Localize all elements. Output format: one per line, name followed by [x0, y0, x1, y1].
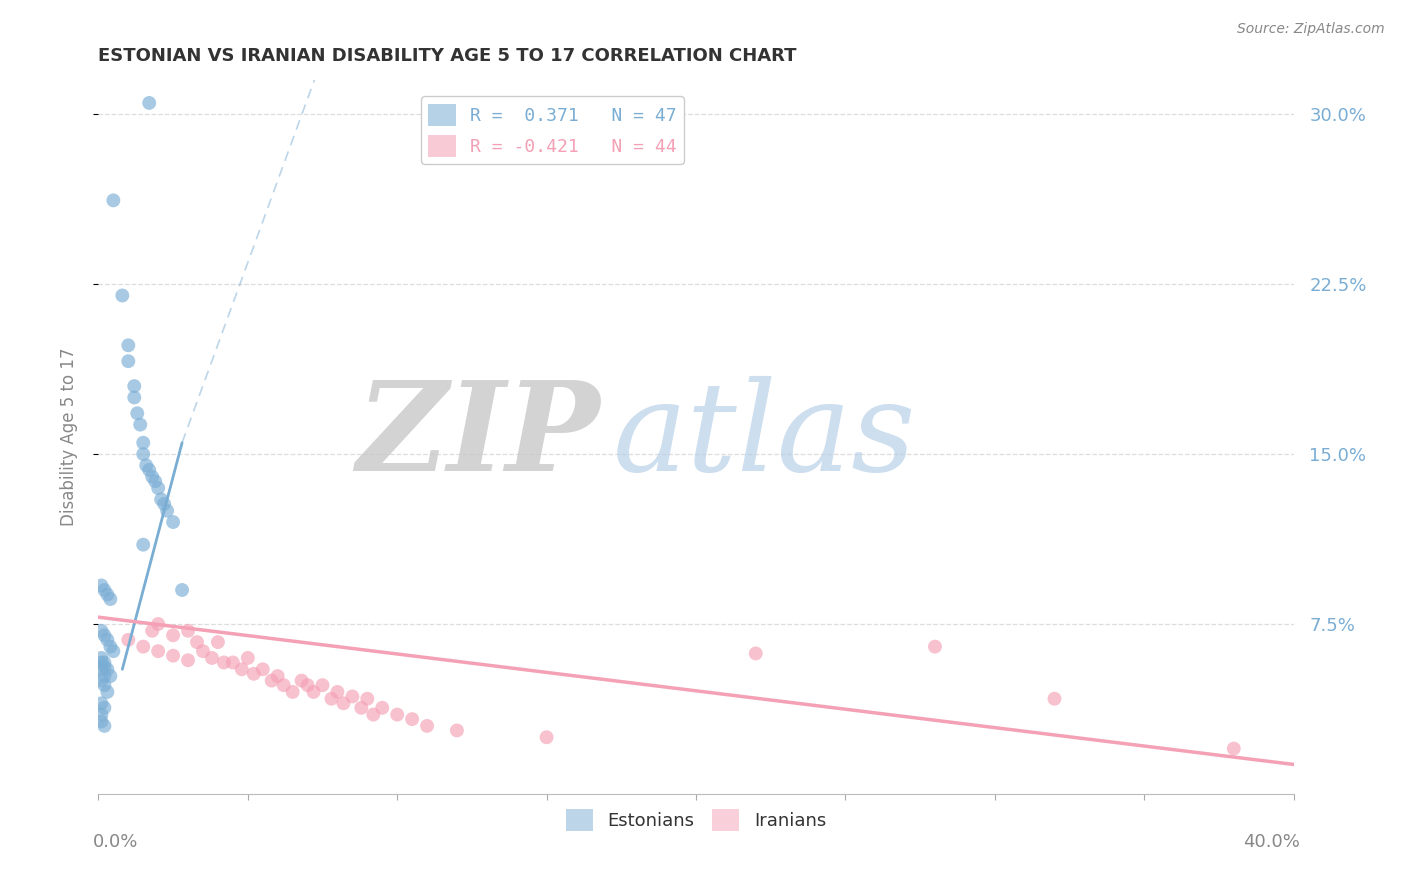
Point	[162, 628, 184, 642]
Point	[273, 678, 295, 692]
Point	[326, 685, 349, 699]
Point	[416, 719, 439, 733]
Point	[350, 700, 373, 714]
Point	[90, 673, 112, 688]
Y-axis label: Disability Age 5 to 17: Disability Age 5 to 17	[59, 348, 77, 526]
Point	[135, 458, 157, 473]
Point	[111, 288, 134, 302]
Point	[291, 673, 314, 688]
Point	[117, 338, 139, 352]
Point	[93, 669, 115, 683]
Point	[98, 640, 122, 654]
Point	[356, 691, 378, 706]
Point	[191, 644, 214, 658]
Point	[96, 588, 118, 602]
Point	[162, 515, 184, 529]
Point	[446, 723, 468, 738]
Point	[297, 678, 319, 692]
Point	[124, 391, 146, 405]
Point	[332, 696, 354, 710]
Point	[252, 662, 274, 676]
Point	[148, 481, 170, 495]
Point	[127, 406, 149, 420]
Point	[132, 640, 155, 654]
Point	[236, 651, 259, 665]
Point	[371, 700, 394, 714]
Point	[156, 504, 179, 518]
Text: 40.0%: 40.0%	[1243, 833, 1299, 851]
Point	[96, 685, 118, 699]
Point	[124, 379, 146, 393]
Point	[924, 640, 946, 654]
Point	[117, 632, 139, 647]
Point	[177, 653, 200, 667]
Point	[401, 712, 423, 726]
Point	[90, 714, 112, 729]
Point	[385, 707, 409, 722]
Point	[363, 707, 385, 722]
Point	[90, 578, 112, 592]
Point	[148, 617, 170, 632]
Point	[90, 651, 112, 665]
Point	[93, 582, 115, 597]
Point	[90, 656, 112, 670]
Point	[162, 648, 184, 663]
Point	[1043, 691, 1066, 706]
Point	[281, 685, 304, 699]
Point	[243, 666, 266, 681]
Point	[103, 644, 125, 658]
Point	[90, 662, 112, 676]
Point	[267, 669, 290, 683]
Point	[129, 417, 152, 432]
Point	[186, 635, 208, 649]
Point	[311, 678, 333, 692]
Point	[93, 700, 115, 714]
Point	[321, 691, 343, 706]
Point	[536, 731, 558, 745]
Point	[93, 660, 115, 674]
Point	[172, 582, 194, 597]
Point	[90, 696, 112, 710]
Point	[117, 354, 139, 368]
Point	[201, 651, 224, 665]
Point	[141, 469, 163, 483]
Legend: Estonians, Iranians: Estonians, Iranians	[558, 802, 834, 838]
Point	[1223, 741, 1246, 756]
Point	[138, 95, 160, 110]
Point	[90, 707, 112, 722]
Point	[98, 669, 122, 683]
Point	[302, 685, 325, 699]
Point	[222, 656, 245, 670]
Text: atlas: atlas	[613, 376, 915, 498]
Point	[98, 592, 122, 607]
Text: Source: ZipAtlas.com: Source: ZipAtlas.com	[1237, 22, 1385, 37]
Point	[103, 194, 125, 208]
Point	[745, 647, 768, 661]
Point	[143, 475, 166, 489]
Point	[141, 624, 163, 638]
Point	[93, 656, 115, 670]
Point	[207, 635, 229, 649]
Point	[90, 624, 112, 638]
Point	[132, 538, 155, 552]
Point	[132, 447, 155, 461]
Point	[93, 678, 115, 692]
Point	[231, 662, 253, 676]
Point	[96, 662, 118, 676]
Point	[93, 719, 115, 733]
Point	[148, 644, 170, 658]
Point	[212, 656, 235, 670]
Point	[153, 497, 176, 511]
Point	[138, 463, 160, 477]
Text: 0.0%: 0.0%	[93, 833, 138, 851]
Text: ESTONIAN VS IRANIAN DISABILITY AGE 5 TO 17 CORRELATION CHART: ESTONIAN VS IRANIAN DISABILITY AGE 5 TO …	[98, 47, 797, 65]
Point	[132, 435, 155, 450]
Point	[342, 690, 364, 704]
Text: ZIP: ZIP	[357, 376, 600, 498]
Point	[96, 632, 118, 647]
Point	[93, 628, 115, 642]
Point	[177, 624, 200, 638]
Point	[150, 492, 173, 507]
Point	[260, 673, 283, 688]
